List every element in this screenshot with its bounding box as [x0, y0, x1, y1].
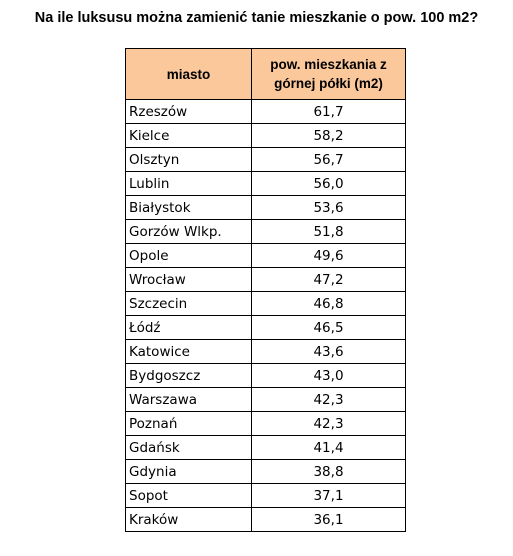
city-cell: Opole: [125, 243, 252, 268]
table-header-row: miasto pow. mieszkania z górnej półki (m…: [125, 48, 406, 100]
table-row: Gorzów Wlkp. 51,8: [125, 219, 406, 244]
table-row: Bydgoszcz 43,0: [125, 363, 406, 388]
table-body: Rzeszów 61,7 Kielce 58,2 Olsztyn 56,7 Lublin 56…: [125, 99, 406, 532]
city-cell: Wrocław: [125, 267, 252, 292]
table-row: Warszawa 42,3: [125, 387, 406, 412]
table-row: Rzeszów 61,7: [125, 99, 406, 124]
area-value-cell: 42,3: [251, 411, 406, 436]
city-cell: Rzeszów: [125, 99, 252, 124]
table-row: Gdańsk 41,4: [125, 435, 406, 460]
area-value-cell: 46,8: [251, 291, 406, 316]
city-cell: Białystok: [125, 195, 252, 220]
city-cell: Warszawa: [125, 387, 252, 412]
column-header-city: miasto: [125, 48, 252, 100]
area-value-cell: 49,6: [251, 243, 406, 268]
table-row: Szczecin 46,8: [125, 291, 406, 316]
area-value-cell: 53,6: [251, 195, 406, 220]
area-value-cell: 38,8: [251, 459, 406, 484]
city-cell: Poznań: [125, 411, 252, 436]
area-value-cell: 46,5: [251, 315, 406, 340]
area-value-cell: 58,2: [251, 123, 406, 148]
table-row: Katowice 43,6: [125, 339, 406, 364]
table-row: Wrocław 47,2: [125, 267, 406, 292]
data-table: miasto pow. mieszkania z górnej półki (m…: [125, 48, 406, 532]
table-row: Opole 49,6: [125, 243, 406, 268]
area-value-cell: 36,1: [251, 507, 406, 532]
city-cell: Lublin: [125, 171, 252, 196]
area-value-cell: 43,0: [251, 363, 406, 388]
area-value-cell: 43,6: [251, 339, 406, 364]
city-cell: Gdynia: [125, 459, 252, 484]
table-row: Kraków 36,1: [125, 507, 406, 532]
city-cell: Kraków: [125, 507, 252, 532]
table-row: Białystok 53,6: [125, 195, 406, 220]
table-row: Sopot 37,1: [125, 483, 406, 508]
table-row: Łódź 46,5: [125, 315, 406, 340]
area-value-cell: 41,4: [251, 435, 406, 460]
area-value-cell: 61,7: [251, 99, 406, 124]
table-row: Kielce 58,2: [125, 123, 406, 148]
table-row: Lublin 56,0: [125, 171, 406, 196]
city-cell: Katowice: [125, 339, 252, 364]
city-cell: Łódź: [125, 315, 252, 340]
area-value-cell: 56,0: [251, 171, 406, 196]
table-row: Gdynia 38,8: [125, 459, 406, 484]
city-cell: Bydgoszcz: [125, 363, 252, 388]
city-cell: Gdańsk: [125, 435, 252, 460]
area-value-cell: 42,3: [251, 387, 406, 412]
area-value-cell: 56,7: [251, 147, 406, 172]
area-value-cell: 47,2: [251, 267, 406, 292]
area-value-cell: 37,1: [251, 483, 406, 508]
city-cell: Olsztyn: [125, 147, 252, 172]
city-cell: Kielce: [125, 123, 252, 148]
table-row: Poznań 42,3: [125, 411, 406, 436]
table-row: Olsztyn 56,7: [125, 147, 406, 172]
area-value-cell: 51,8: [251, 219, 406, 244]
column-header-area: pow. mieszkania z górnej półki (m2): [251, 48, 406, 100]
city-cell: Gorzów Wlkp.: [125, 219, 252, 244]
page-title: Na ile luksusu można zamienić tanie mies…: [34, 10, 479, 26]
city-cell: Sopot: [125, 483, 252, 508]
city-cell: Szczecin: [125, 291, 252, 316]
